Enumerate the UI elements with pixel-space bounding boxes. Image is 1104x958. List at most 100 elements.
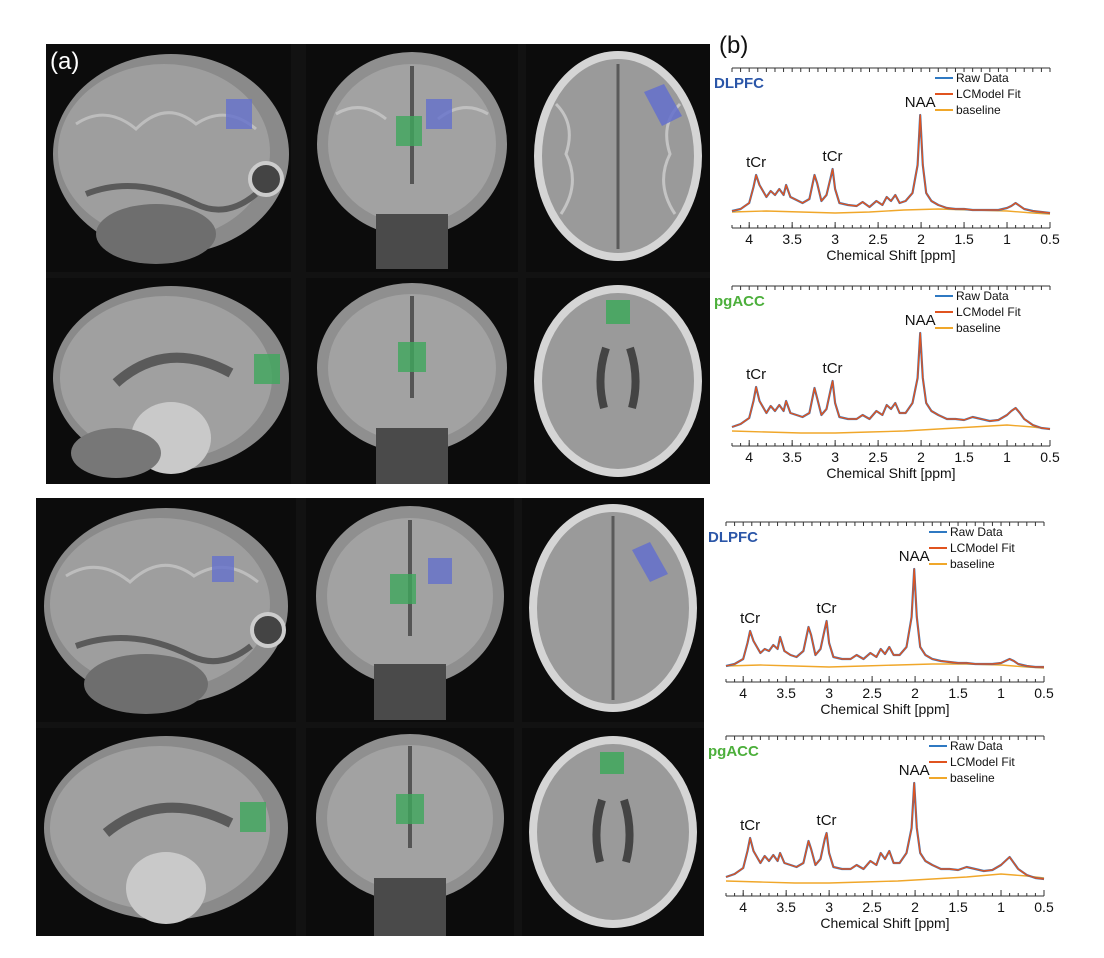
series-line-raw-data	[731, 331, 1051, 431]
legend-entry: LCModel Fit	[956, 305, 1021, 319]
region-label: pgACC	[708, 743, 759, 760]
legend-entry: LCModel Fit	[956, 87, 1021, 101]
spectrum-chart-3: DLPFC Raw Data LCModel Fit baseline tCr tCr NA…	[704, 514, 1054, 724]
legend-entry: baseline	[956, 321, 1001, 335]
x-tick-label: 1	[997, 685, 1005, 701]
legend-entry: baseline	[950, 771, 995, 785]
x-tick-label: 2	[911, 685, 919, 701]
mri-coronal-pgacc-1	[306, 278, 518, 484]
peak-annotation: NAA	[905, 312, 936, 329]
mri-axial-dlpfc-2	[522, 498, 704, 722]
x-tick-label: 0.5	[1040, 449, 1060, 465]
mri-axial-dlpfc-1	[526, 44, 710, 272]
x-tick-label: 3.5	[776, 899, 796, 915]
mri-block-top	[46, 44, 710, 484]
legend-entry: baseline	[956, 103, 1001, 117]
x-tick-label: 1	[1003, 231, 1011, 247]
peak-annotation: tCr	[746, 366, 766, 383]
peak-annotation: tCr	[823, 360, 843, 377]
x-tick-label: 3.5	[782, 231, 802, 247]
x-tick-label: 3.5	[776, 685, 796, 701]
peak-annotation: NAA	[905, 94, 936, 111]
region-label: DLPFC	[708, 529, 758, 546]
x-tick-label: 4	[739, 899, 747, 915]
mri-block-bottom	[36, 498, 704, 936]
series-line-baseline	[725, 663, 1045, 669]
panel-b-label: (b)	[719, 32, 749, 59]
mri-coronal-dlpfc-2	[306, 498, 514, 722]
x-tick-label: 3	[831, 231, 839, 247]
legend-entry: baseline	[950, 557, 995, 571]
series-line-lcmodel-fit	[725, 782, 1045, 880]
mri-axial-pgacc-2	[522, 728, 704, 936]
peak-annotation: tCr	[740, 817, 760, 834]
series-line-raw-data	[731, 113, 1051, 215]
legend-entry: Raw Data	[950, 739, 1003, 753]
x-tick-label: 3	[825, 899, 833, 915]
mri-sagittal-dlpfc-2	[36, 498, 296, 722]
series-line-lcmodel-fit	[731, 114, 1051, 214]
spectrum-svg: DLPFC Raw Data LCModel Fit baseline tCr tCr NA…	[714, 67, 1060, 263]
peak-annotation: tCr	[746, 154, 766, 171]
peak-annotation: NAA	[899, 762, 930, 779]
x-tick-label: 2	[911, 899, 919, 915]
mri-sagittal-dlpfc-1	[46, 44, 291, 272]
x-tick-label: 2	[917, 449, 925, 465]
spectrum-chart-4: pgACC Raw Data LCModel Fit baseline tCr tCr NA…	[704, 728, 1054, 938]
x-tick-label: 2	[917, 231, 925, 247]
x-tick-label: 2.5	[862, 899, 882, 915]
x-tick-label: 4	[739, 685, 747, 701]
peak-annotation: NAA	[899, 548, 930, 565]
roi-dlpfc	[226, 99, 252, 129]
mri-coronal-pgacc-2	[306, 728, 514, 936]
legend-entry: LCModel Fit	[950, 755, 1015, 769]
x-tick-label: 1	[997, 899, 1005, 915]
spectrum-svg: pgACC Raw Data LCModel Fit baseline tCr tCr NA…	[714, 285, 1060, 481]
x-tick-label: 1.5	[948, 685, 968, 701]
spectrum-svg: DLPFC Raw Data LCModel Fit baseline tCr tCr NA…	[708, 521, 1054, 717]
x-tick-label: 2.5	[868, 231, 888, 247]
legend-entry: Raw Data	[950, 525, 1003, 539]
x-tick-label: 0.5	[1034, 685, 1054, 701]
peak-annotation: tCr	[817, 812, 837, 829]
x-axis-label: Chemical Shift [ppm]	[826, 247, 955, 263]
legend-entry: Raw Data	[956, 71, 1009, 85]
x-axis-label: Chemical Shift [ppm]	[826, 465, 955, 481]
x-tick-label: 1.5	[954, 231, 974, 247]
peak-annotation: tCr	[740, 610, 760, 627]
series-line-lcmodel-fit	[725, 568, 1044, 668]
series-line-raw-data	[725, 781, 1045, 881]
spectrum-chart-2: pgACC Raw Data LCModel Fit baseline tCr tCr NA…	[710, 278, 1060, 488]
spectrum-svg: pgACC Raw Data LCModel Fit baseline tCr tCr NA…	[708, 735, 1054, 931]
peak-annotation: tCr	[817, 600, 837, 617]
x-tick-label: 4	[745, 449, 753, 465]
x-axis-label: Chemical Shift [ppm]	[820, 701, 949, 717]
x-axis-label: Chemical Shift [ppm]	[820, 915, 949, 931]
mri-coronal-dlpfc-1	[306, 44, 518, 272]
x-tick-label: 4	[745, 231, 753, 247]
mri-sagittal-pgacc-1	[46, 278, 291, 484]
spectrum-chart-1: DLPFC Raw Data LCModel Fit baseline tCr tCr NA…	[710, 60, 1060, 270]
mri-axial-pgacc-1	[526, 278, 710, 484]
series-line-baseline	[731, 208, 1051, 215]
mri-sagittal-pgacc-2	[36, 728, 296, 936]
x-tick-label: 1	[1003, 449, 1011, 465]
panel-a-label: (a)	[50, 48, 80, 75]
x-tick-label: 2.5	[868, 449, 888, 465]
x-tick-label: 1.5	[948, 899, 968, 915]
x-tick-label: 0.5	[1034, 899, 1054, 915]
x-tick-label: 2.5	[862, 685, 882, 701]
x-tick-label: 0.5	[1040, 231, 1060, 247]
series-line-baseline	[725, 873, 1045, 884]
series-line-baseline	[731, 424, 1051, 434]
series-line-raw-data	[725, 567, 1044, 669]
x-tick-label: 3	[831, 449, 839, 465]
x-tick-label: 1.5	[954, 449, 974, 465]
region-label: DLPFC	[714, 75, 764, 92]
peak-annotation: tCr	[823, 148, 843, 165]
legend-entry: LCModel Fit	[950, 541, 1015, 555]
region-label: pgACC	[714, 293, 765, 310]
x-tick-label: 3.5	[782, 449, 802, 465]
legend-entry: Raw Data	[956, 289, 1009, 303]
x-tick-label: 3	[825, 685, 833, 701]
